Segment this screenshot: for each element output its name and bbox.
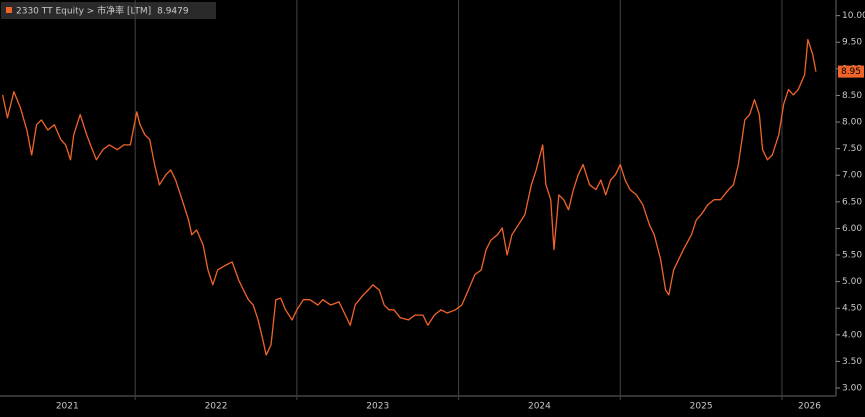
x-tick-label: 2024	[528, 402, 551, 412]
legend-value: 8.9479	[157, 7, 189, 17]
y-tick-label: 7.00	[842, 171, 862, 181]
y-tick-label: 9.50	[842, 38, 862, 48]
legend-swatch	[6, 7, 12, 13]
x-tick-label: 2023	[366, 402, 389, 412]
last-value-tag	[838, 65, 864, 78]
y-tick-label: 8.50	[842, 91, 862, 101]
y-tick-label: 5.50	[842, 251, 862, 261]
price-line	[1, 38, 817, 356]
x-tick-label: 2025	[690, 402, 713, 412]
y-tick-label: 7.50	[842, 144, 862, 154]
y-tick-label: 3.50	[842, 357, 862, 367]
y-tick-label: 6.50	[842, 197, 862, 207]
legend-label: 2330 TT Equity > 市净率 [LTM]	[16, 5, 151, 17]
legend-box	[1, 2, 216, 19]
y-tick-label: 4.50	[842, 304, 862, 314]
y-tick-label: 5.00	[842, 277, 862, 287]
y-tick-label: 8.00	[842, 118, 862, 128]
y-tick-label: 4.00	[842, 330, 862, 340]
y-tick-label: 6.00	[842, 224, 862, 234]
y-tick-label: 3.00	[842, 384, 862, 394]
x-tick-label: 2026	[798, 402, 821, 412]
x-tick-label: 2021	[56, 402, 79, 412]
last-value-label: 8.95	[841, 67, 861, 77]
y-tick-label: 10.00	[842, 11, 865, 21]
x-tick-label: 2022	[205, 402, 228, 412]
